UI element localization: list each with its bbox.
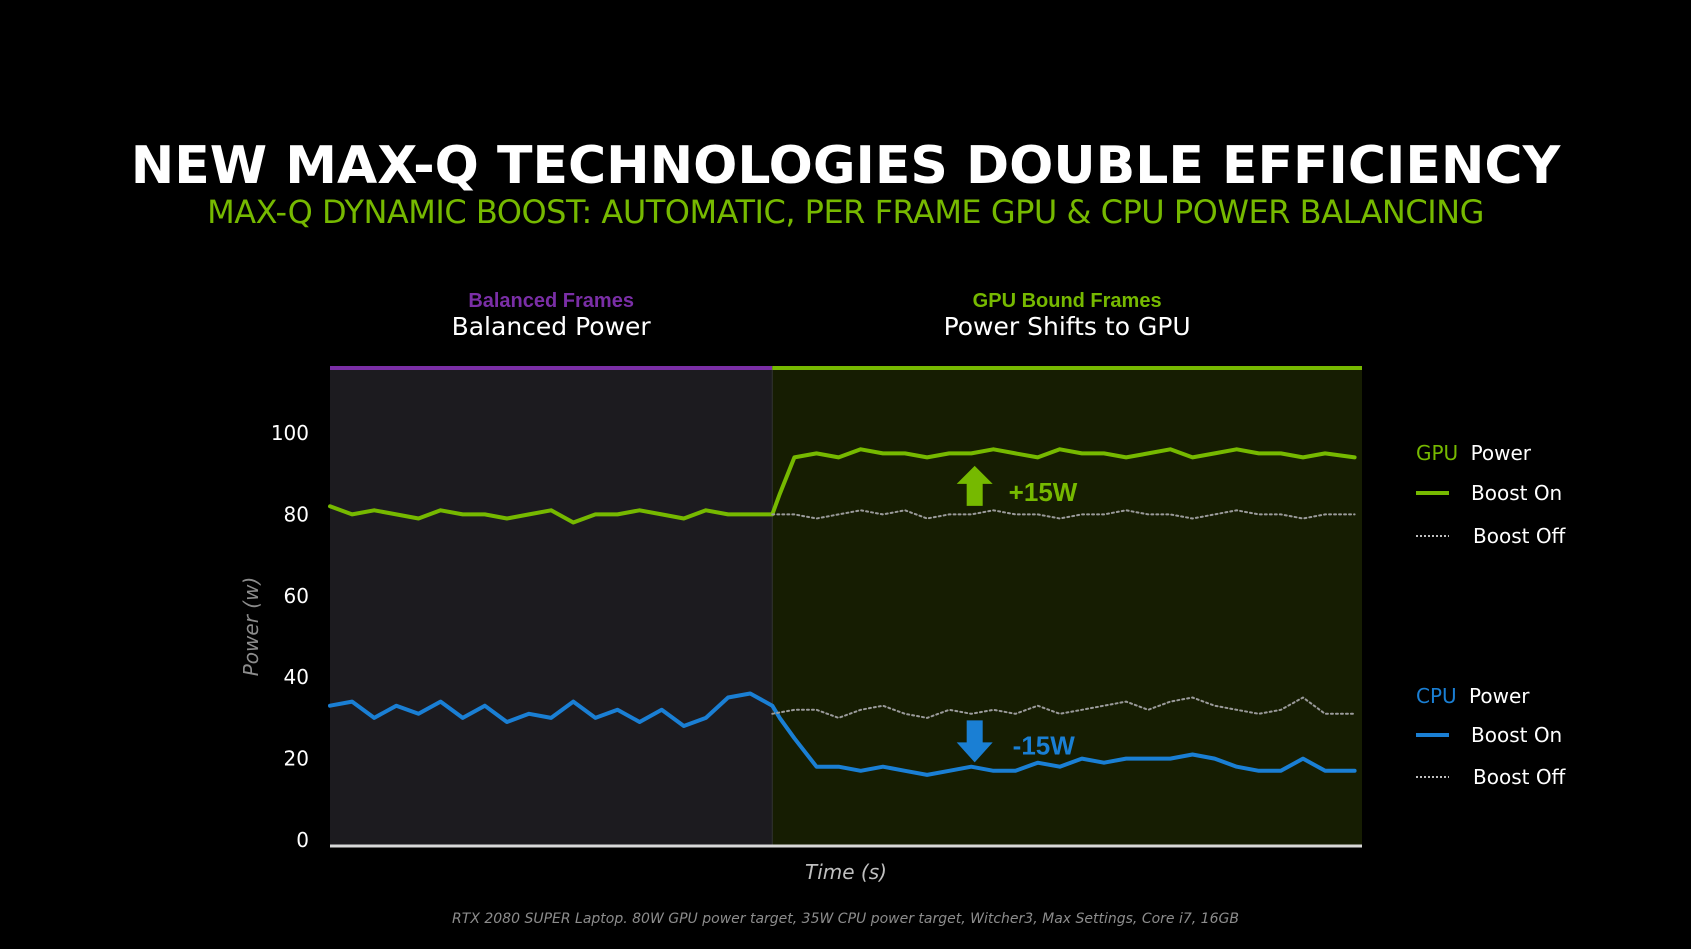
power-shifts-label: Power Shifts to GPU	[944, 312, 1191, 341]
cpu-boost-off-label: Boost Off	[1473, 765, 1567, 789]
gpu-legend-prefix: GPU	[1416, 441, 1458, 465]
y-tick-label: 40	[284, 665, 309, 689]
balanced-frames-label: Balanced Frames	[468, 290, 634, 312]
gpu-bound-region-bar	[772, 366, 1362, 370]
series-layer	[328, 447, 1357, 777]
arrow-up-icon	[956, 465, 993, 506]
gpu-increase-annotation: +15W	[956, 465, 1078, 507]
gpu-legend-suffix: Power	[1471, 441, 1532, 465]
gpu-delta-label: +15W	[1009, 477, 1078, 507]
slide-title: NEW MAX-Q TECHNOLOGIES DOUBLE EFFICIENCY	[130, 136, 1561, 196]
y-axis-title: Power (w)	[239, 577, 263, 677]
x-axis-title: Time (s)	[805, 860, 887, 884]
cpu-legend-heading: CPU Power	[1416, 684, 1530, 708]
gpu-boost-on-line	[328, 447, 1357, 525]
y-tick-label: 80	[284, 502, 309, 526]
gpu-boost-on-label: Boost On	[1471, 481, 1562, 505]
arrow-down-icon	[956, 720, 993, 763]
gpu-boost-off-label: Boost Off	[1473, 524, 1567, 548]
gpu-legend-heading: GPU Power	[1416, 441, 1532, 465]
slide-subtitle: MAX-Q DYNAMIC BOOST: AUTOMATIC, PER FRAM…	[207, 193, 1484, 231]
balanced-power-label: Balanced Power	[452, 312, 652, 341]
cpu-boost-on-label: Boost On	[1471, 723, 1562, 747]
y-tick-label: 20	[284, 747, 309, 771]
gpu-bound-frames-label: GPU Bound Frames	[973, 290, 1162, 312]
y-tick-label: 0	[296, 828, 309, 852]
cpu-boost-off-line	[771, 696, 1356, 719]
cpu-legend-prefix: CPU	[1416, 684, 1457, 708]
gpu-bound-region-background	[772, 368, 1362, 846]
gpu-boost-off-line	[771, 509, 1356, 520]
cpu-legend-suffix: Power	[1469, 684, 1530, 708]
cpu-boost-on-line	[328, 691, 1357, 777]
balanced-region-bar	[330, 366, 773, 370]
cpu-delta-label: -15W	[1013, 730, 1076, 760]
chart-legend: GPU Power Boost On Boost Off CPU Power B…	[1416, 441, 1567, 789]
y-tick-label: 60	[284, 584, 309, 608]
footnote: RTX 2080 SUPER Laptop. 80W GPU power tar…	[452, 911, 1239, 927]
cpu-decrease-annotation: -15W	[956, 720, 1076, 763]
y-axis-ticks: 0 20 40 60 80 100	[271, 421, 309, 852]
balanced-region-background	[330, 368, 773, 846]
y-tick-label: 100	[271, 421, 309, 445]
